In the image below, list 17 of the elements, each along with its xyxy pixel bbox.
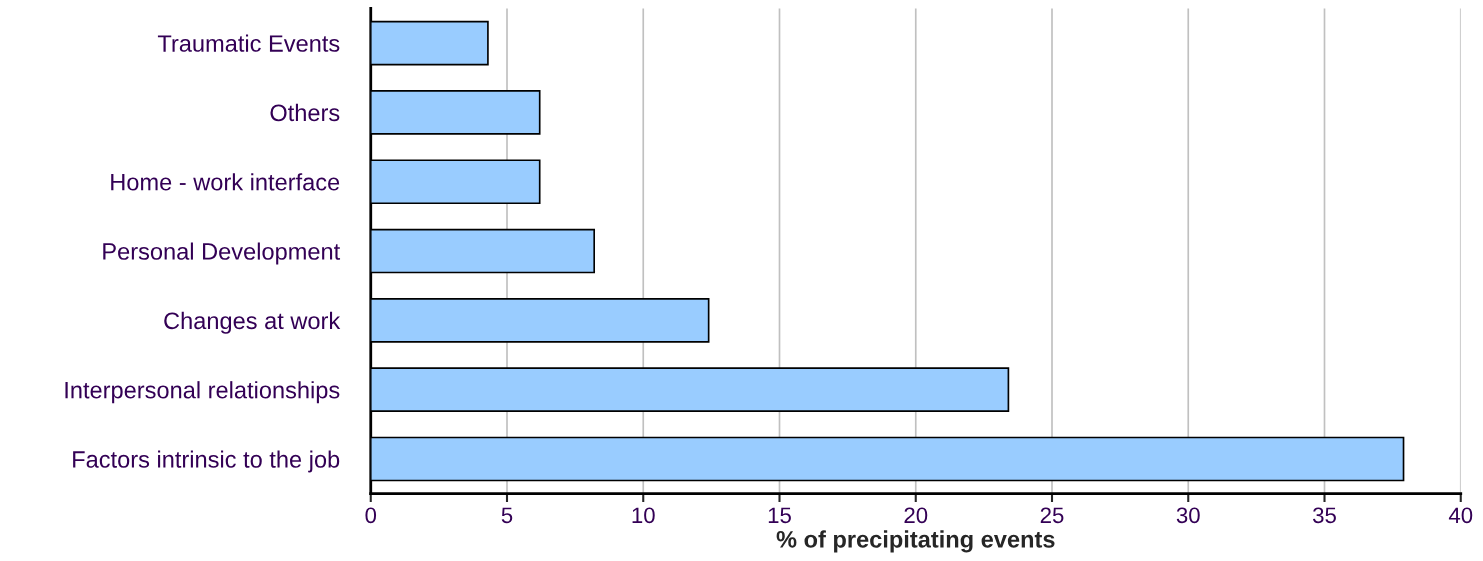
y-tick-label: Interpersonal relationships xyxy=(65,381,340,404)
y-tick-label: Changes at work xyxy=(164,311,341,334)
y-tick-label: Others xyxy=(270,103,340,122)
y-tick-label: Traumatic Events xyxy=(157,34,340,52)
y-tick-label: Factors intrinsic to the job xyxy=(73,450,340,473)
x-tick-label: 25 xyxy=(1040,507,1064,524)
x-tick-label: 30 xyxy=(1176,507,1200,524)
x-tick-label: 15 xyxy=(768,507,791,524)
x-tick-label: 5 xyxy=(501,507,513,524)
x-tick-label: 10 xyxy=(632,507,655,524)
x-tick-label: 0 xyxy=(365,507,377,524)
x-axis-title: % of precipitating events xyxy=(776,530,1055,553)
x-tick-label: 20 xyxy=(904,507,928,524)
y-tick-label: Home - work interface xyxy=(111,173,340,191)
x-tick-label: 35 xyxy=(1312,507,1336,524)
x-tick-label: 40 xyxy=(1448,507,1473,524)
y-tick-label: Personal Development xyxy=(103,242,341,265)
